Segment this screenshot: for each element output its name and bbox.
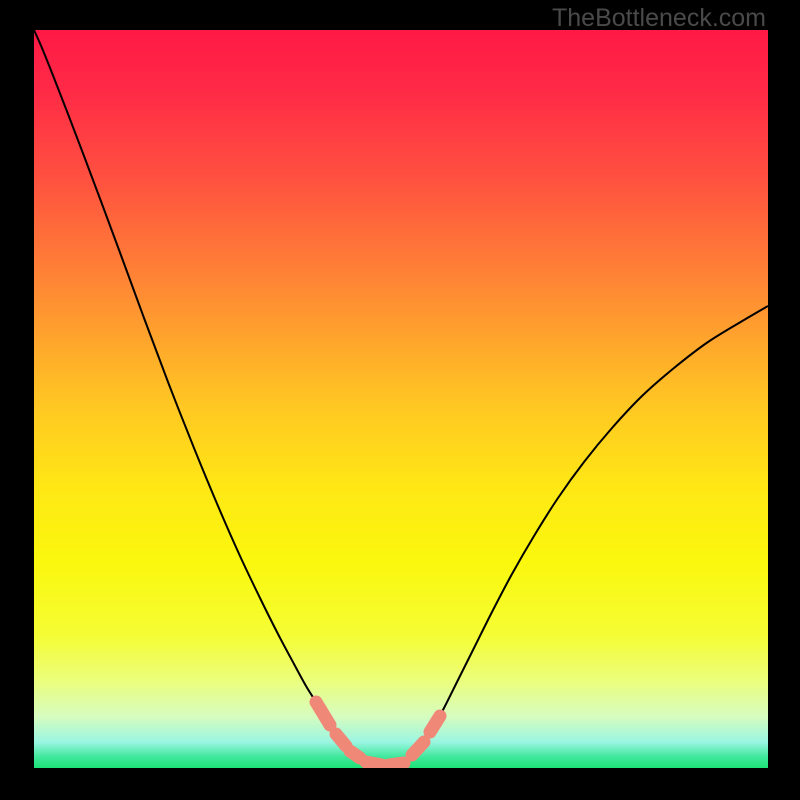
dash-segment xyxy=(336,734,346,746)
dash-segment xyxy=(366,762,382,765)
dash-segment xyxy=(412,742,424,755)
highlight-dashes xyxy=(316,702,440,765)
dash-segment xyxy=(350,751,360,758)
dash-segment xyxy=(316,702,330,725)
dash-segment xyxy=(430,716,440,732)
watermark-text: TheBottleneck.com xyxy=(552,4,766,33)
bottleneck-curve xyxy=(34,30,768,766)
dash-segment xyxy=(389,763,404,765)
chart-frame: TheBottleneck.com xyxy=(0,0,800,800)
plot-area xyxy=(34,30,768,768)
curve-overlay xyxy=(34,30,768,768)
